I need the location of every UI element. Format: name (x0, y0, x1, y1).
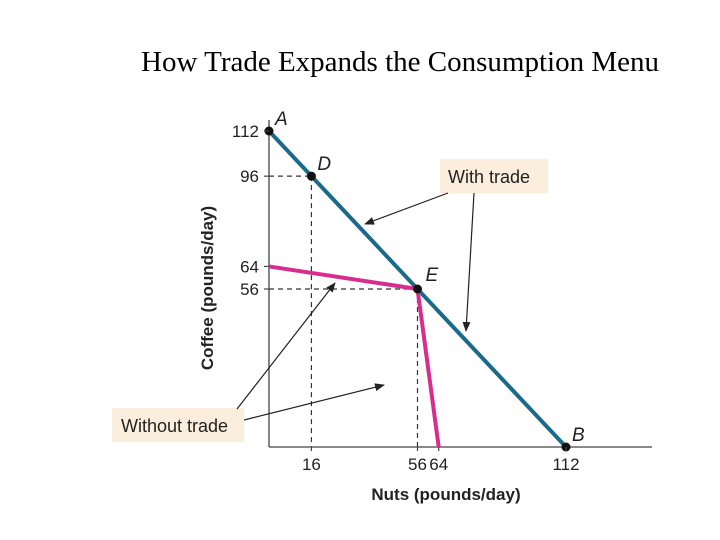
without-trade-arrow-2 (243, 383, 385, 421)
y-tick-label-2: 64 (240, 257, 259, 276)
y-axis-label: Coffee (pounds/day) (198, 206, 217, 370)
point-e (413, 284, 422, 294)
y-tick-label-0: 112 (232, 122, 259, 141)
point-d (306, 171, 316, 181)
x-ticks: 16 56 64 112 (302, 447, 580, 474)
y-tick-label-3: 56 (240, 280, 259, 299)
without-trade-callout-bg (112, 408, 244, 442)
x-axis-label: Nuts (pounds/day) (371, 485, 520, 504)
with-trade-callout-bg (440, 159, 548, 193)
x-tick-label-3: 112 (552, 455, 579, 474)
series-line-1 (268, 264, 441, 448)
without-trade-callout: Without trade (121, 416, 228, 436)
points-layer: A D E B (264, 109, 585, 452)
guide-lines (269, 175, 419, 447)
point-label-b: B (572, 425, 585, 446)
with-trade-callout: With trade (448, 167, 530, 187)
x-tick-label-0: 16 (302, 455, 321, 474)
slide-title: How Trade Expands the Consumption Menu (141, 46, 659, 78)
point-label-d: D (317, 154, 331, 175)
x-tick-label-1: 56 (408, 455, 427, 474)
point-label-a: A (274, 109, 288, 130)
x-tick-label-2: 64 (429, 455, 448, 474)
without-trade-arrow-1 (236, 282, 336, 410)
y-ticks: 112 96 64 56 (232, 122, 269, 299)
with-trade-arrow-1 (364, 192, 449, 225)
point-label-e: E (426, 265, 439, 286)
with-trade-arrow-2 (462, 192, 475, 332)
y-tick-label-1: 96 (240, 167, 259, 186)
